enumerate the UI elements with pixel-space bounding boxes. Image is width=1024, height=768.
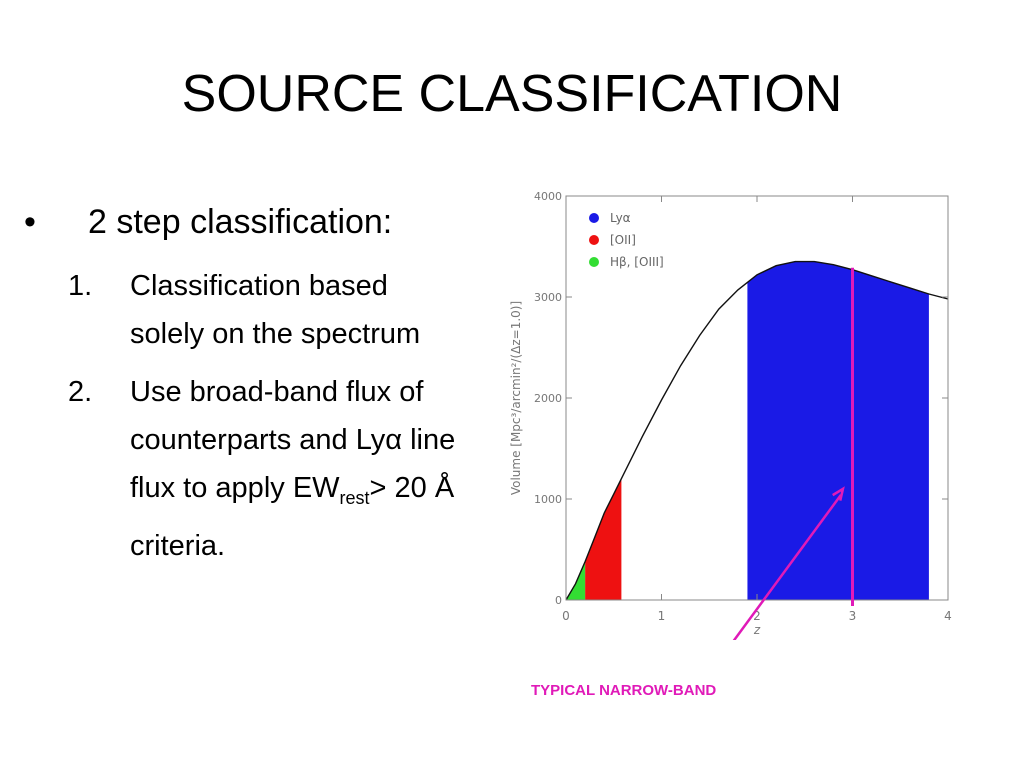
legend-label-0: Lyα xyxy=(610,211,631,225)
list-item-number: 1. xyxy=(68,270,93,302)
legend-label-2: Hβ, [OIII] xyxy=(610,255,664,269)
subscript-rest: rest xyxy=(339,487,370,508)
x-tick-label: 3 xyxy=(849,609,857,623)
y-tick-label: 2000 xyxy=(534,392,562,405)
x-tick-label: 0 xyxy=(562,609,570,623)
legend-marker-2 xyxy=(589,257,599,267)
list-item: 1. Classification based solely on the sp… xyxy=(68,262,478,358)
bullet-text: 2 step classification: xyxy=(88,203,393,241)
y-axis-label: Volume [Mpc³/arcmin²/(Δz=1.0)] xyxy=(509,301,523,495)
volume-curve xyxy=(565,260,949,601)
x-axis-label: z xyxy=(753,623,761,637)
legend-marker-0 xyxy=(589,213,599,223)
bullet-marker: • xyxy=(24,203,36,241)
legend-label-1: [OII] xyxy=(610,233,636,247)
list-item-number: 2. xyxy=(68,376,93,408)
x-tick-label: 1 xyxy=(658,609,666,623)
band-area-0 xyxy=(747,261,929,600)
legend-marker-1 xyxy=(589,235,599,245)
narrow-band-annotation: TYPICAL NARROW-BAND xyxy=(531,682,717,699)
y-tick-label: 1000 xyxy=(534,493,562,506)
annotation-arrow-head xyxy=(832,486,845,501)
list-item-text-main: Use broad-band flux of counterparts and … xyxy=(130,376,456,504)
y-tick-label: 3000 xyxy=(534,291,562,304)
slide-title: SOURCE CLASSIFICATION xyxy=(181,65,843,123)
y-tick-label: 0 xyxy=(555,594,562,607)
band-area-1 xyxy=(585,478,622,600)
list-item-text-tail: > 20 Å criteria. xyxy=(130,472,455,562)
list-item-text: Classification based solely on the spect… xyxy=(130,270,421,350)
annotation-arrow-line xyxy=(732,494,842,640)
x-tick-label: 2 xyxy=(753,609,761,623)
y-tick-label: 4000 xyxy=(534,190,562,203)
x-tick-label: 4 xyxy=(944,609,952,623)
volume-chart: 0 1 2 3 4 0 1000 2000 3000 4000 z Volume [Mpc³/arcm… xyxy=(509,190,952,640)
band-area-2 xyxy=(566,561,586,600)
list-item-text: Use broad-band flux of counterparts and … xyxy=(130,368,470,570)
numbered-list: 1. Classification based solely on the sp… xyxy=(68,262,478,580)
list-item: 2. Use broad-band flux of counterparts a… xyxy=(68,368,478,570)
